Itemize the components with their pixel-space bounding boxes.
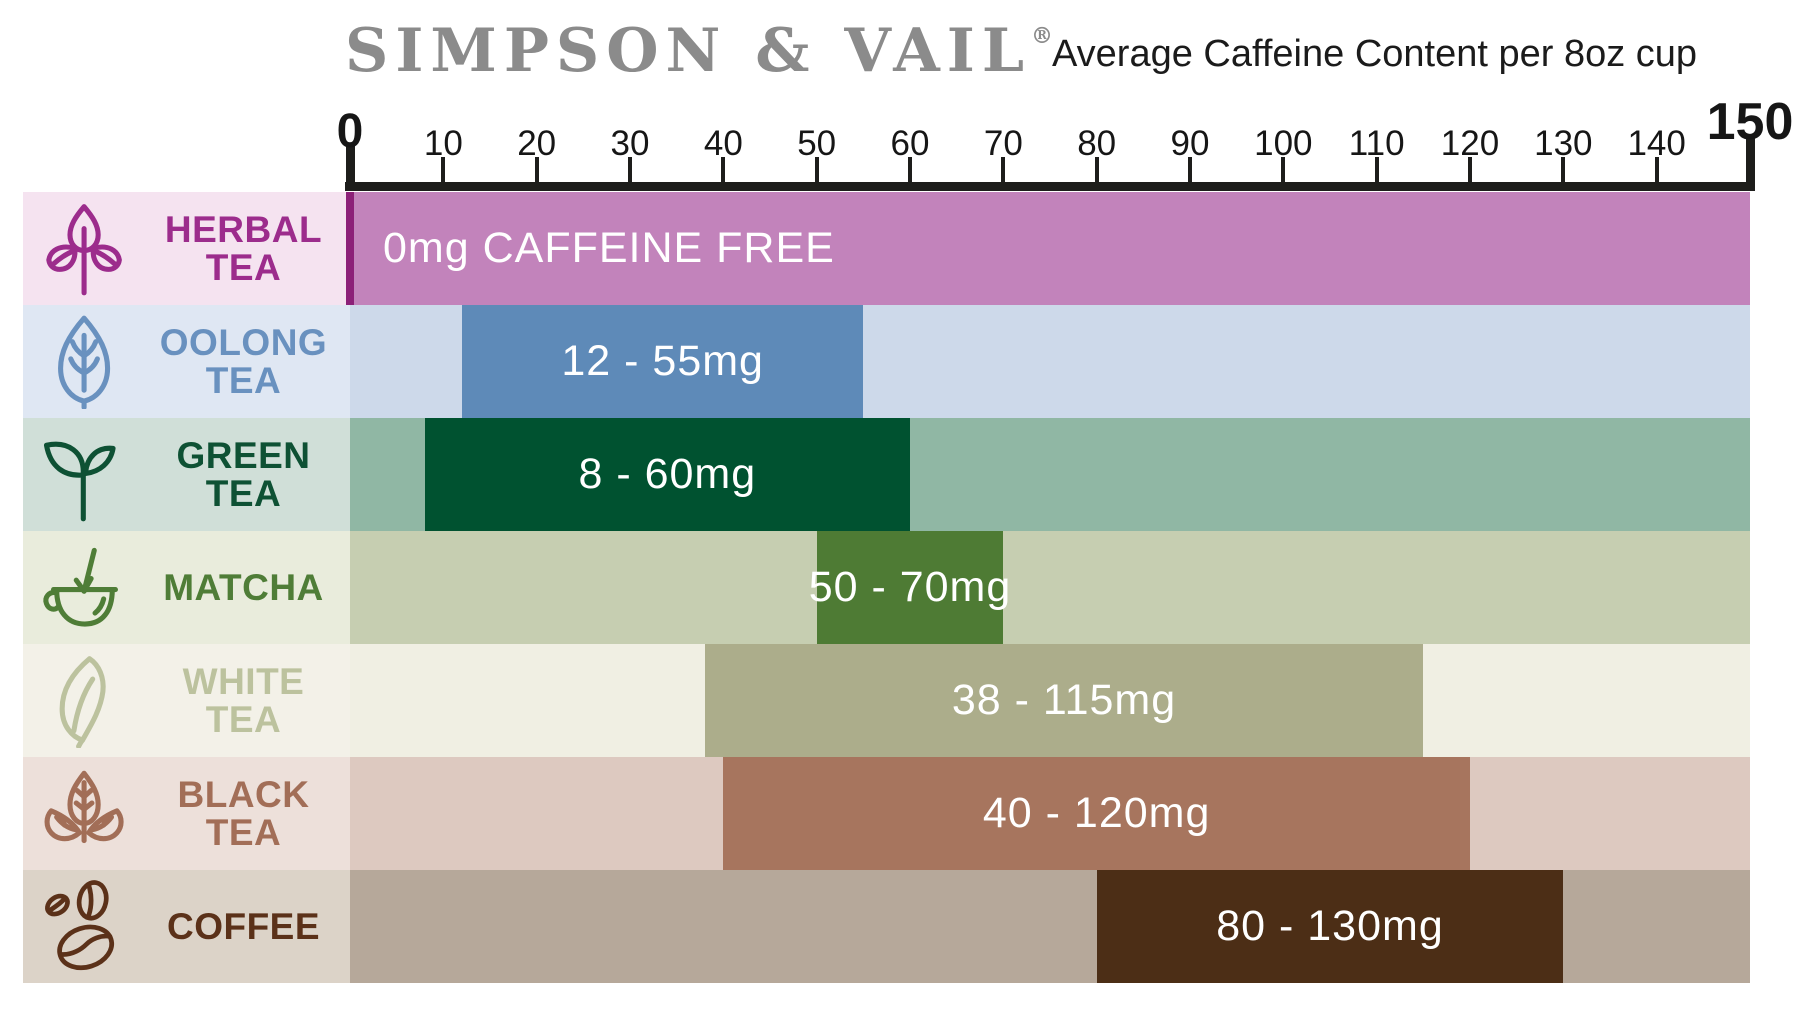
x-axis-tick-label: 90 (1170, 124, 1210, 163)
row-label-line2: TEA (205, 811, 282, 853)
x-axis-tick-label: 130 (1534, 124, 1593, 163)
row-track: 50 - 70mg (350, 531, 1750, 644)
brand-text: SIMPSON & VAIL (345, 16, 1032, 86)
x-axis-tick (1001, 157, 1006, 182)
range-bar: 40 - 120mg (723, 757, 1470, 870)
x-axis-tick (1374, 157, 1379, 182)
x-axis-tick (1654, 157, 1659, 182)
row-label-line1: BLACK (177, 773, 310, 815)
row-label: OOLONG TEA (145, 321, 350, 401)
white-tea-icon (23, 654, 145, 748)
row-label-cell: WHITE TEA (23, 644, 350, 757)
x-axis-tick-label: 110 (1348, 124, 1405, 163)
x-axis-tick-label: 140 (1627, 124, 1686, 163)
zero-marker-line (346, 192, 354, 305)
green-tea-icon (23, 428, 145, 522)
brand-title: SIMPSON & VAIL® (345, 16, 1053, 86)
range-bar: 12 - 55mg (462, 305, 864, 418)
row-label-line1: COFFEE (166, 905, 321, 947)
bar-value-label: 38 - 115mg (951, 676, 1177, 724)
x-axis-tick (908, 157, 912, 182)
bar-value-label: 0mg CAFFEINE FREE (383, 224, 835, 272)
x-axis-tick (441, 157, 446, 182)
range-bar: 8 - 60mg (424, 418, 910, 531)
bar-value-label: 12 - 55mg (561, 337, 764, 385)
row-label-line1: MATCHA (163, 566, 324, 608)
row-label-line1: HERBAL (164, 208, 323, 250)
x-axis-tick-label: 120 (1440, 124, 1500, 163)
black-tea-icon (23, 767, 145, 861)
row-label-cell: GREEN TEA (23, 418, 350, 531)
coffee-icon (23, 879, 145, 974)
x-axis-tick-label: 40 (703, 124, 743, 163)
x-axis-tick-label: 20 (517, 124, 557, 163)
x-axis-tick (1188, 157, 1192, 182)
matcha-icon (23, 541, 145, 635)
row-track: 80 - 130mg (350, 870, 1750, 983)
x-axis-tick (345, 146, 355, 182)
x-axis-tick-label: 70 (983, 124, 1023, 163)
x-axis-tick (1468, 157, 1472, 182)
x-axis-tick (1561, 157, 1566, 182)
row-label: COFFEE (145, 905, 350, 947)
x-axis-tick (814, 157, 819, 182)
range-bar: 80 - 130mg (1096, 870, 1564, 983)
x-axis-tick (721, 157, 726, 182)
bar-value-label: 40 - 120mg (982, 789, 1211, 837)
row-label-cell: HERBAL TEA (23, 192, 350, 305)
row-label-cell: COFFEE (23, 870, 350, 983)
row-label-line2: TEA (205, 359, 282, 401)
x-axis-tick-label: 10 (423, 124, 463, 163)
chart-subtitle: Average Caffeine Content per 8oz cup (1052, 33, 1698, 75)
x-axis-tick-label: 30 (610, 124, 650, 163)
x-axis-tick (534, 157, 539, 182)
x-axis-tick-label: 0 (336, 105, 364, 158)
row-label-line1: GREEN (176, 434, 311, 476)
row-label-cell: BLACK TEA (23, 757, 350, 870)
row-label: BLACK TEA (145, 773, 350, 853)
row-label-cell: MATCHA (23, 531, 350, 644)
row-track: 38 - 115mg (350, 644, 1750, 757)
range-bar: 0mg CAFFEINE FREE (350, 192, 1750, 305)
x-axis-tick (1281, 157, 1286, 182)
row-label-line2: TEA (205, 472, 282, 514)
row-label-line1: WHITE (182, 660, 305, 702)
row-track: 0mg CAFFEINE FREE (350, 192, 1750, 305)
row-label-line2: TEA (205, 698, 282, 740)
row-label-line2: TEA (205, 246, 282, 288)
x-axis-tick-label: 150 (1706, 93, 1794, 151)
row-label: WHITE TEA (145, 660, 350, 740)
row-track: 8 - 60mg (350, 418, 1750, 531)
row-label: HERBAL TEA (145, 208, 350, 288)
range-bar: 38 - 115mg (704, 644, 1424, 757)
x-axis-tick (628, 157, 632, 182)
row-label: GREEN TEA (145, 434, 350, 514)
x-axis-tick-label: 80 (1077, 124, 1117, 163)
registered-mark-icon: ® (1031, 23, 1054, 49)
row-label: MATCHA (145, 566, 350, 608)
x-axis-tick-label: 60 (890, 124, 930, 163)
bar-value-label: 8 - 60mg (578, 450, 757, 498)
oolong-tea-icon (23, 315, 145, 409)
range-bar: 50 - 70mg (809, 531, 1010, 644)
bar-value-label: 50 - 70mg (808, 563, 1012, 611)
x-axis-line (345, 182, 1755, 191)
x-axis-tick-label: 100 (1254, 124, 1313, 163)
row-track: 12 - 55mg (350, 305, 1750, 418)
herbal-tea-icon (23, 202, 145, 296)
x-axis-tick (1094, 157, 1099, 182)
row-label-line1: OOLONG (159, 321, 328, 363)
bar-value-label: 80 - 130mg (1216, 902, 1444, 950)
row-track: 40 - 120mg (350, 757, 1750, 870)
x-axis-tick-label: 50 (797, 124, 837, 163)
x-axis-tick (1745, 136, 1755, 182)
row-label-cell: OOLONG TEA (23, 305, 350, 418)
